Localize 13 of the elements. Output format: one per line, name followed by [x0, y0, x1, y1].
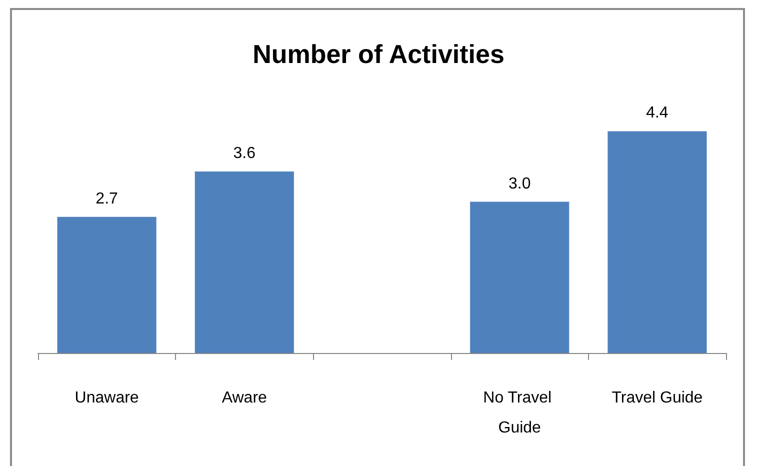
- x-tick-label: No Travel Guide: [483, 390, 556, 436]
- bar: [194, 172, 294, 353]
- bar: [608, 131, 707, 353]
- x-tick-label: Travel Guide: [612, 390, 703, 406]
- data-label: 2.7: [96, 190, 118, 208]
- bar: [470, 202, 570, 353]
- x-tick-label: Unaware: [74, 390, 139, 406]
- data-label: 3.6: [233, 145, 256, 162]
- chart-title: Number of Activities: [252, 39, 504, 69]
- bar: [57, 216, 156, 353]
- data-label: 4.4: [646, 104, 668, 122]
- x-tick-label: Aware: [222, 390, 268, 406]
- data-label: 3.0: [508, 175, 531, 192]
